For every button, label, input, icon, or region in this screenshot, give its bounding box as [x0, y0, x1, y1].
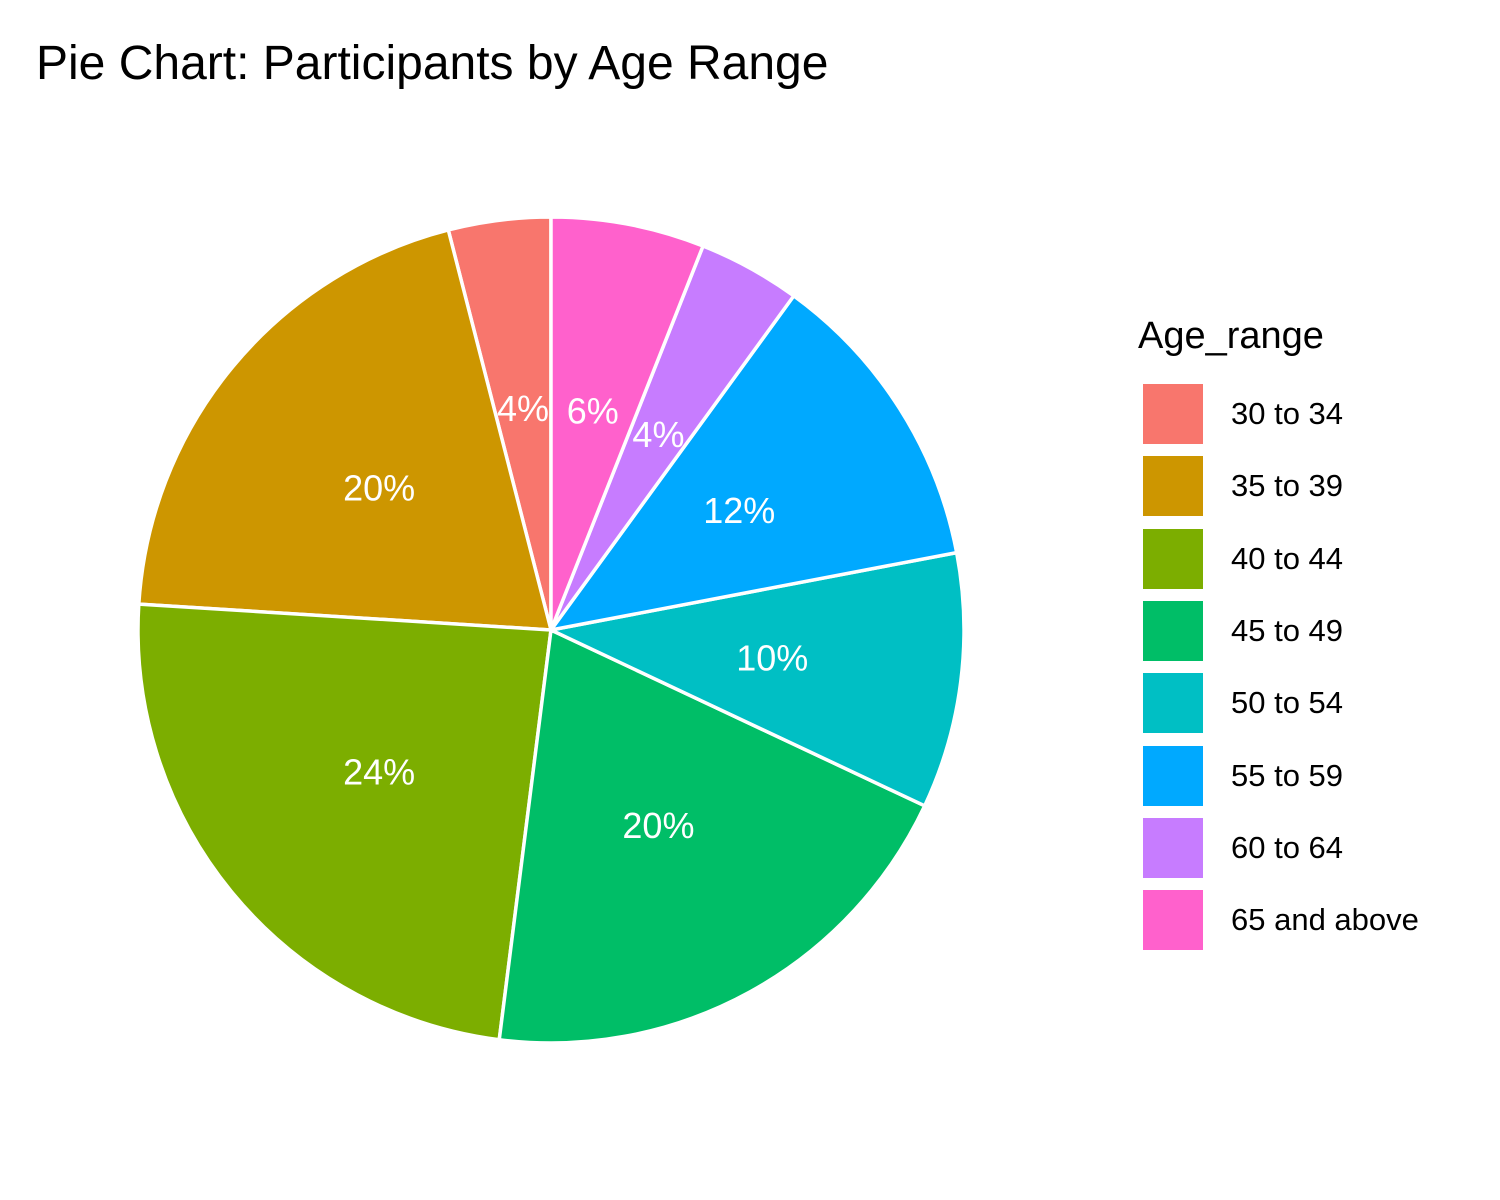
legend-swatch	[1143, 456, 1203, 517]
legend-item: 50 to 54	[1138, 667, 1419, 739]
legend-swatch	[1143, 673, 1203, 734]
legend-label: 40 to 44	[1231, 540, 1344, 576]
legend-label: 45 to 49	[1231, 613, 1344, 649]
pie-slice-50-to-54	[549, 550, 966, 808]
slice-label-55-to-59: 12%	[703, 490, 775, 531]
chart-title: Pie Chart: Participants by Age Range	[36, 37, 829, 90]
legend-item: 65 and above	[1138, 884, 1419, 956]
pie-slice-35-to-39	[137, 228, 553, 632]
legend-item: 60 to 64	[1138, 812, 1419, 884]
legend-item: 40 to 44	[1138, 523, 1419, 595]
legend-item: 30 to 34	[1138, 378, 1419, 450]
legend-swatch	[1143, 528, 1203, 589]
legend-label: 55 to 59	[1231, 757, 1344, 793]
pie-slice-labels: 4% 20% 24% 20% 10% 12% 4% 6%	[343, 388, 808, 846]
legend-label: 35 to 39	[1231, 468, 1344, 504]
legend-item: 45 to 49	[1138, 595, 1419, 667]
slice-label-40-to-44: 24%	[343, 752, 415, 793]
slice-label-60-to-64: 4%	[632, 414, 684, 455]
pie-slice-55-to-59	[549, 294, 959, 632]
slice-label-45-to-49: 20%	[622, 805, 694, 846]
legend-label: 65 and above	[1231, 902, 1419, 938]
legend: Age_range 30 to 34 35 to 39 40 to 44 45 to …	[1138, 310, 1419, 956]
slice-label-35-to-39: 20%	[343, 467, 415, 508]
legend-items: 30 to 34 35 to 39 40 to 44 45 to 49 50 to 54…	[1138, 378, 1419, 956]
pie-slice-65-and-above	[549, 215, 705, 632]
legend-swatch	[1143, 601, 1203, 662]
slice-label-65-and-above: 6%	[567, 390, 619, 431]
legend-swatch	[1143, 745, 1203, 806]
pie-slices	[136, 215, 966, 1045]
slice-label-30-to-34: 4%	[497, 388, 549, 429]
legend-label: 60 to 64	[1231, 829, 1344, 865]
pie-slice-45-to-49	[497, 628, 927, 1045]
pie-slice-40-to-44	[136, 602, 553, 1042]
legend-item: 55 to 59	[1138, 739, 1419, 811]
legend-swatch	[1143, 384, 1203, 445]
legend-swatch	[1143, 890, 1203, 951]
legend-label: 50 to 54	[1231, 685, 1344, 721]
legend-title: Age_range	[1138, 315, 1324, 357]
slice-label-50-to-54: 10%	[736, 637, 808, 678]
legend-swatch	[1143, 817, 1203, 878]
legend-label: 30 to 34	[1231, 396, 1344, 432]
legend-item: 35 to 39	[1138, 450, 1419, 522]
